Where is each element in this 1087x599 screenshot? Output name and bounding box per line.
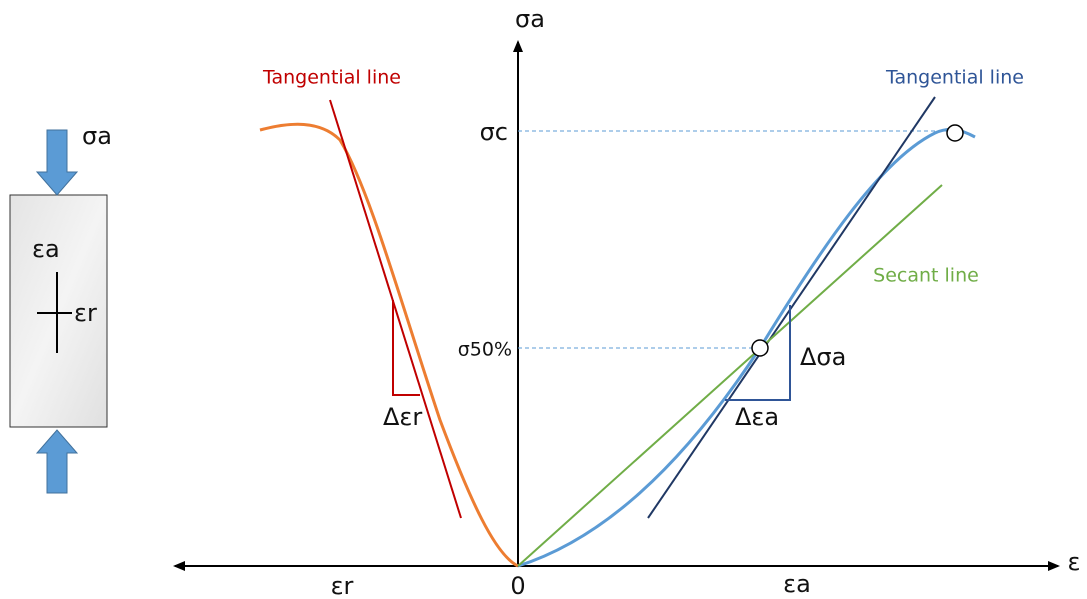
origin-label: 0 <box>510 572 525 599</box>
x-axis-label: ε <box>1068 548 1081 576</box>
specimen-axial-label: εa <box>32 235 60 263</box>
tangent-radial <box>330 100 461 518</box>
tangent-axial <box>648 97 935 518</box>
specimen: σa εa εr <box>10 122 112 493</box>
peak-point <box>947 125 963 141</box>
tangent-axial-label: Tangential line <box>885 67 1024 89</box>
specimen-load-label: σa <box>82 122 112 150</box>
x-right-label: εa <box>783 570 811 598</box>
load-arrow-top <box>37 130 77 195</box>
x-left-label: εr <box>331 572 354 599</box>
secant-label: Secant line <box>873 265 979 287</box>
tangent-radial-label: Tangential line <box>262 67 401 89</box>
delta-sigma-label: Δσa <box>800 343 846 371</box>
secant-line <box>518 185 942 566</box>
half-point <box>752 340 768 356</box>
diagram: σa εa εr σa ε 0 εr εa Tangential line Ta… <box>0 0 1087 599</box>
load-arrow-bottom <box>37 430 77 493</box>
sigma-c-label: σc <box>480 118 508 146</box>
y-axis-label: σa <box>515 5 545 33</box>
delta-eps-a-label: Δεa <box>735 403 779 431</box>
axial-curve <box>518 129 975 566</box>
delta-eps-r-label: Δεr <box>383 403 422 431</box>
sigma-50-label: σ50% <box>458 339 512 361</box>
specimen-radial-label: εr <box>74 299 97 327</box>
